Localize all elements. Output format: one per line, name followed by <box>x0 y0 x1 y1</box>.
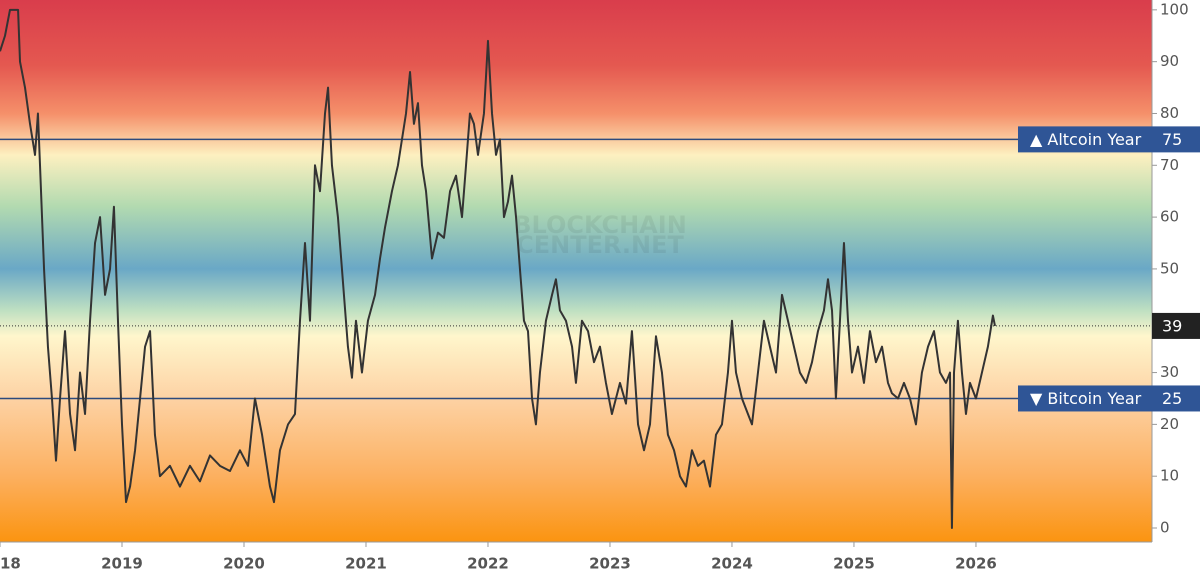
x-tick-label: 2022 <box>467 555 509 573</box>
reference-value: 25 <box>1162 389 1182 408</box>
y-tick-label: 100 <box>1160 0 1189 18</box>
y-tick-label: 80 <box>1160 104 1179 122</box>
y-tick-label: 0 <box>1160 519 1170 537</box>
y-tick-label: 30 <box>1160 363 1179 381</box>
reference-label-box <box>1018 126 1200 153</box>
watermark: BLOCKCHAIN <box>513 211 687 239</box>
y-tick-label: 20 <box>1160 415 1179 433</box>
y-tick-label: 50 <box>1160 259 1179 277</box>
x-tick-label: 2026 <box>955 555 997 573</box>
x-tick-label: 18 <box>0 555 21 573</box>
x-tick-label: 2019 <box>101 555 143 573</box>
x-tick-label: 2024 <box>711 555 753 573</box>
watermark: CENTER.NET <box>516 231 684 259</box>
x-tick-label: 2023 <box>589 555 631 573</box>
current-label-box <box>1152 312 1200 339</box>
background <box>0 0 1152 542</box>
reference-label-box <box>1018 385 1200 412</box>
reference-value: 75 <box>1162 130 1182 149</box>
reference-label: ▼ Bitcoin Year <box>1030 389 1142 408</box>
index-line <box>0 8 996 530</box>
y-tick-label: 70 <box>1160 156 1179 174</box>
y-tick-label: 10 <box>1160 467 1179 485</box>
y-tick-label: 90 <box>1160 52 1179 70</box>
x-tick-label: 2021 <box>345 555 387 573</box>
reference-label: ▲ Altcoin Year <box>1030 130 1142 149</box>
current-label: 39 <box>1162 316 1182 335</box>
x-tick-label: 2025 <box>833 555 875 573</box>
x-tick-label: 2020 <box>223 555 265 573</box>
y-tick-label: 60 <box>1160 208 1179 226</box>
